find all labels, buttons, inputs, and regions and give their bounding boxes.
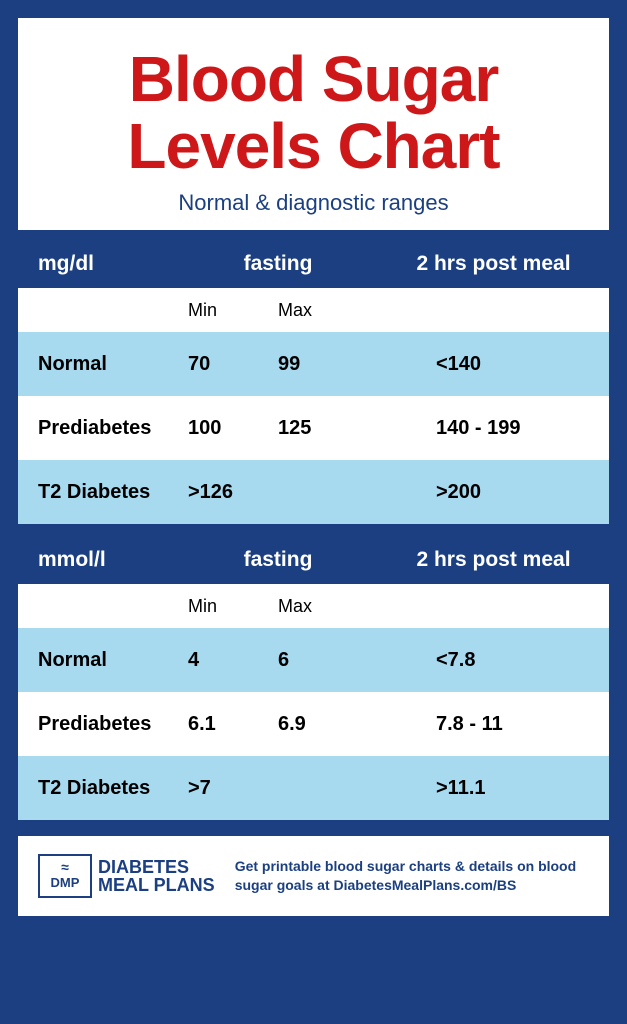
max-label: Max (278, 300, 398, 321)
row-label: T2 Diabetes (18, 777, 188, 800)
row-max: 99 (278, 353, 378, 376)
title-line-2: Levels Chart (127, 110, 499, 182)
brand-logo: ≈ DMP DIABETES MEAL PLANS (38, 854, 215, 898)
table-row: Normal 70 99 <140 (18, 332, 609, 396)
row-post: 140 - 199 (378, 417, 609, 440)
row-post: >11.1 (378, 777, 609, 800)
min-label: Min (188, 300, 278, 321)
row-label: Normal (18, 649, 188, 672)
header-card: Blood Sugar Levels Chart Normal & diagno… (18, 18, 609, 230)
footer-text: Get printable blood sugar charts & detai… (235, 857, 589, 896)
postmeal-header: 2 hrs post meal (398, 252, 609, 276)
page-subtitle: Normal & diagnostic ranges (28, 190, 599, 216)
row-min: 100 (188, 417, 278, 440)
table-row: T2 Diabetes >126 >200 (18, 460, 609, 524)
section-header-mgdl: mg/dl fasting 2 hrs post meal (18, 244, 609, 288)
table-row: Prediabetes 100 125 140 - 199 (18, 396, 609, 460)
row-max: 6.9 (278, 713, 378, 736)
table-row: Normal 4 6 <7.8 (18, 628, 609, 692)
fasting-header: fasting (188, 548, 398, 572)
row-post: >200 (378, 481, 609, 504)
max-label: Max (278, 596, 398, 617)
section-header-mmoll: mmol/l fasting 2 hrs post meal (18, 540, 609, 584)
unit-label: mg/dl (18, 252, 188, 276)
postmeal-header: 2 hrs post meal (398, 548, 609, 572)
minmax-header-mgdl: Min Max (18, 288, 609, 332)
min-label: Min (188, 596, 278, 617)
row-post: 7.8 - 11 (378, 713, 609, 736)
logo-badge-icon: ≈ DMP (38, 854, 92, 898)
footer-card: ≈ DMP DIABETES MEAL PLANS Get printable … (18, 836, 609, 916)
wave-icon: ≈ (61, 863, 69, 873)
row-max: 125 (278, 417, 378, 440)
logo-abbrev: DMP (51, 875, 80, 890)
row-min: 70 (188, 353, 278, 376)
row-min: 4 (188, 649, 278, 672)
logo-line-2: MEAL PLANS (98, 875, 215, 895)
row-post: <140 (378, 353, 609, 376)
row-label: Prediabetes (18, 417, 188, 440)
table-row: T2 Diabetes >7 >11.1 (18, 756, 609, 820)
logo-line-1: DIABETES (98, 857, 189, 877)
row-post: <7.8 (378, 649, 609, 672)
row-label: Prediabetes (18, 713, 188, 736)
row-fasting-merged: >126 (188, 481, 378, 504)
row-label: T2 Diabetes (18, 481, 188, 504)
minmax-header-mmoll: Min Max (18, 584, 609, 628)
page-title: Blood Sugar Levels Chart (28, 46, 599, 180)
title-line-1: Blood Sugar (129, 43, 498, 115)
row-min: 6.1 (188, 713, 278, 736)
row-max: 6 (278, 649, 378, 672)
table-row: Prediabetes 6.1 6.9 7.8 - 11 (18, 692, 609, 756)
unit-label: mmol/l (18, 548, 188, 572)
row-label: Normal (18, 353, 188, 376)
fasting-header: fasting (188, 252, 398, 276)
row-fasting-merged: >7 (188, 777, 378, 800)
logo-text: DIABETES MEAL PLANS (98, 858, 215, 894)
